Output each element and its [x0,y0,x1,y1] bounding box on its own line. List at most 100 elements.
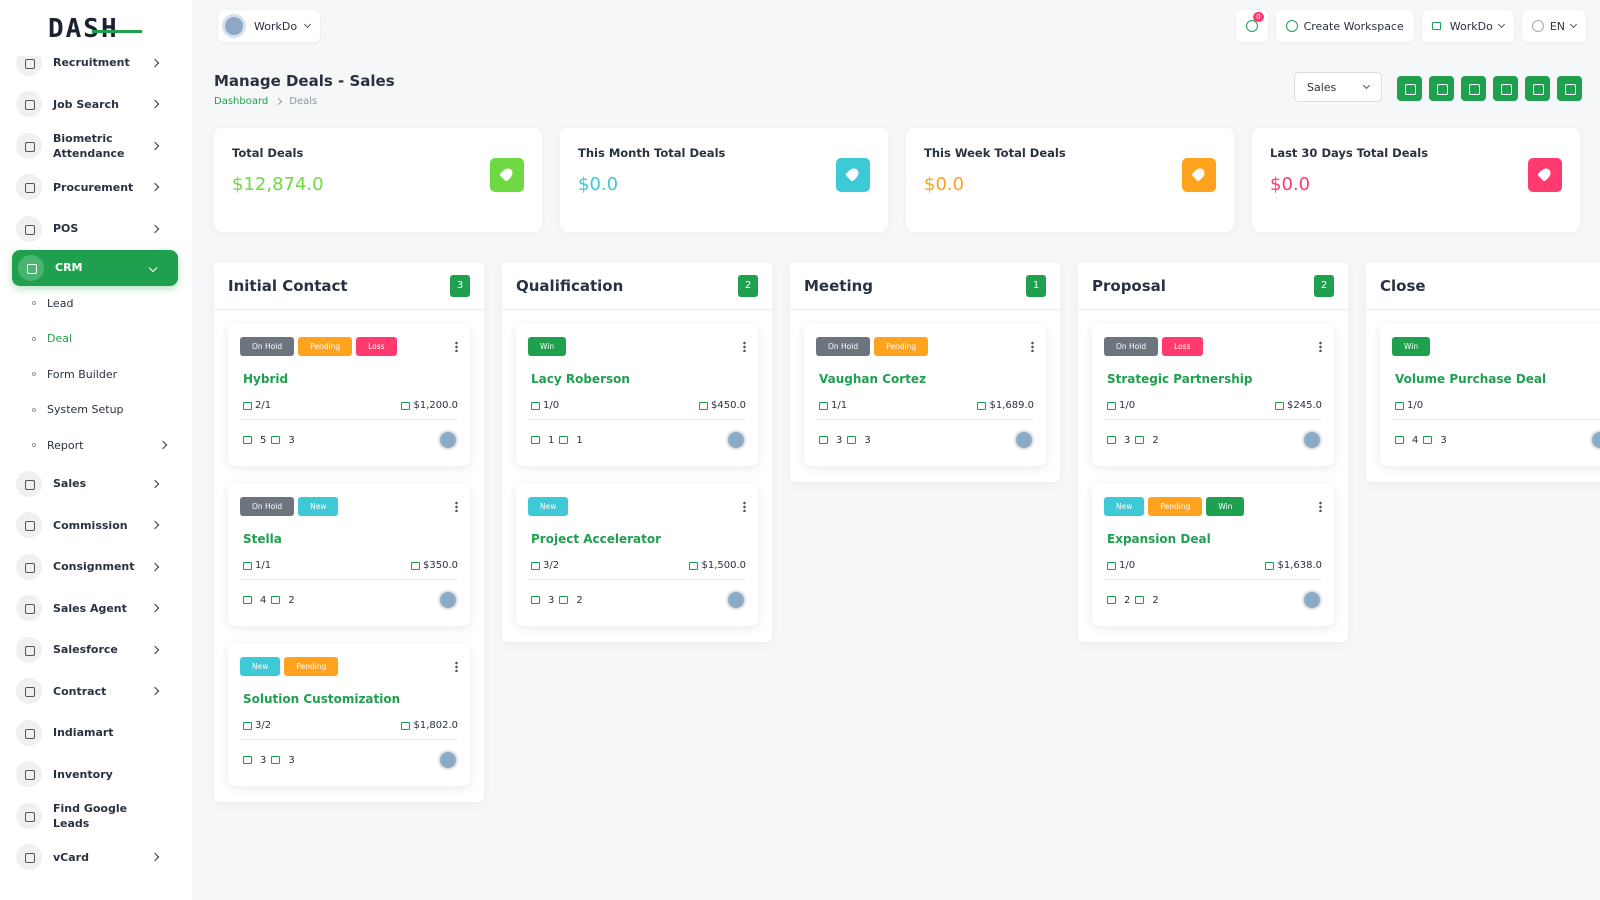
deal-card[interactable]: On Hold Pending Vaughan Cortez 1/1 $1,689.0 3… [804,324,1046,466]
deal-card[interactable]: New Pending Win Expansion Deal 1/0 $1,638.0 2 2 [1092,484,1334,626]
products-icon [531,436,540,444]
users-icon [559,436,569,444]
menu-button[interactable] [1319,500,1322,512]
pipeline-select[interactable]: Sales [1294,72,1382,102]
products-icon [243,756,252,764]
nav-item[interactable]: Job Search [0,84,180,126]
products-icon [1395,436,1404,444]
logo[interactable]: DASH [0,0,192,56]
users-icon [271,756,281,764]
list-view-button[interactable] [1525,76,1550,101]
deal-name[interactable]: Hybrid [243,372,289,386]
deal-meta: 2/1 $1,200.0 [240,400,458,420]
create-workspace[interactable]: Create Workspace [1275,10,1414,42]
nav-item[interactable]: CRM [12,249,178,286]
nav-item[interactable]: Contract [0,671,180,713]
deal-card[interactable]: On Hold Pending Loss Hybrid 2/1 $1,200.0 5 3 [228,324,470,466]
deal-name[interactable]: Expansion Deal [1107,532,1211,546]
nav-item[interactable]: Inventory [0,754,180,796]
menu-button[interactable] [455,340,458,352]
deal-name[interactable]: Lacy Roberson [531,372,630,386]
price-icon [1265,561,1275,570]
nav-item[interactable]: Salesforce [0,629,180,671]
deal-card[interactable]: New Pending Solution Customization 3/2 $1,80… [228,644,470,786]
sub-item[interactable]: Report [0,428,192,464]
deal-name[interactable]: Volume Purchase Deal [1395,372,1547,386]
nav-item[interactable]: Commission [0,505,180,547]
nav-item[interactable]: vCard [0,837,180,879]
stage-count: 3 [450,274,470,297]
menu-button[interactable] [743,340,746,352]
workspace-switcher[interactable]: WorkDo [218,10,321,42]
menu-button[interactable] [455,660,458,672]
hubspot-button[interactable] [1429,76,1454,101]
nav-item[interactable]: Sales [0,463,180,505]
tags: On Hold Loss [1104,336,1322,356]
products-icon [243,596,252,604]
caret [304,20,312,29]
deal-card[interactable]: On Hold New Stella 1/1 $350.0 4 2 [228,484,470,626]
tags: On Hold Pending [816,336,1034,356]
nav-item[interactable]: POS [0,208,180,250]
globe-icon [1531,20,1544,32]
chevron [150,853,160,862]
deal-name[interactable]: Vaughan Cortez [819,372,927,386]
nav-item[interactable]: Biometric Attendance [0,125,180,167]
notifications[interactable]: 0 [1235,10,1268,42]
stat-card: This Week Total Deals $0.0 [906,128,1234,232]
chevron [150,645,160,654]
tasks: 1/0 [1119,400,1136,411]
menu-button[interactable] [1031,340,1034,352]
nav-item[interactable]: Sales Agent [0,588,180,630]
chevron [148,263,158,272]
menu-button[interactable] [1319,340,1322,352]
drive-button[interactable] [1397,76,1422,101]
tag: Pending [284,656,339,676]
products-icon [819,436,828,444]
nav-item[interactable]: Consignment [0,546,180,588]
deal-card[interactable]: Win Lacy Roberson 1/0 $450.0 1 1 [516,324,758,466]
users: 3 [288,754,295,766]
assignee-avatar [1590,430,1600,450]
nav-label: vCard [53,850,89,864]
tasks-icon [531,561,540,570]
language[interactable]: EN [1521,10,1586,42]
assignee-avatar [438,590,458,610]
price-icon [401,401,411,410]
bullet [32,372,36,377]
tag: Loss [1162,336,1203,356]
deal-name[interactable]: Stella [243,532,282,546]
chevron [150,100,160,109]
products: 1 [548,434,555,446]
workspace-menu[interactable]: WorkDo [1421,10,1514,42]
sub-item[interactable]: Form Builder [0,357,192,393]
products-icon [531,596,540,604]
nav-item[interactable]: Procurement [0,167,180,209]
tasks: 1/1 [831,400,848,411]
stat-value: $0.0 [924,174,965,195]
nav-item[interactable]: Find Google Leads [0,795,180,837]
stat-icon [490,158,524,192]
sub-item[interactable]: Lead [0,286,192,322]
chevron [150,224,160,233]
stat-label: Total Deals [232,146,304,160]
users: 3 [864,434,871,446]
nav-item[interactable]: Indiamart [0,712,180,754]
breadcrumb-link[interactable]: Dashboard [214,96,269,107]
deal-card[interactable]: Win Volume Purchase Deal 1/0 4 3 [1380,324,1600,466]
sub-item[interactable]: System Setup [0,392,192,428]
cloud-button[interactable] [1461,76,1486,101]
menu-button[interactable] [455,500,458,512]
users: 1 [576,434,583,446]
deal-card[interactable]: On Hold Loss Strategic Partnership 1/0 $245.… [1092,324,1334,466]
deal-name[interactable]: Strategic Partnership [1107,372,1253,386]
deal-name[interactable]: Project Accelerator [531,532,662,546]
menu-button[interactable] [743,500,746,512]
deal-name[interactable]: Solution Customization [243,692,401,706]
deal-card[interactable]: New Project Accelerator 3/2 $1,500.0 3 2 [516,484,758,626]
import-button[interactable] [1493,76,1518,101]
create-button[interactable] [1557,76,1582,101]
nav-icon [16,553,42,580]
sub-item[interactable]: Deal [0,321,192,357]
chevron [150,479,160,488]
